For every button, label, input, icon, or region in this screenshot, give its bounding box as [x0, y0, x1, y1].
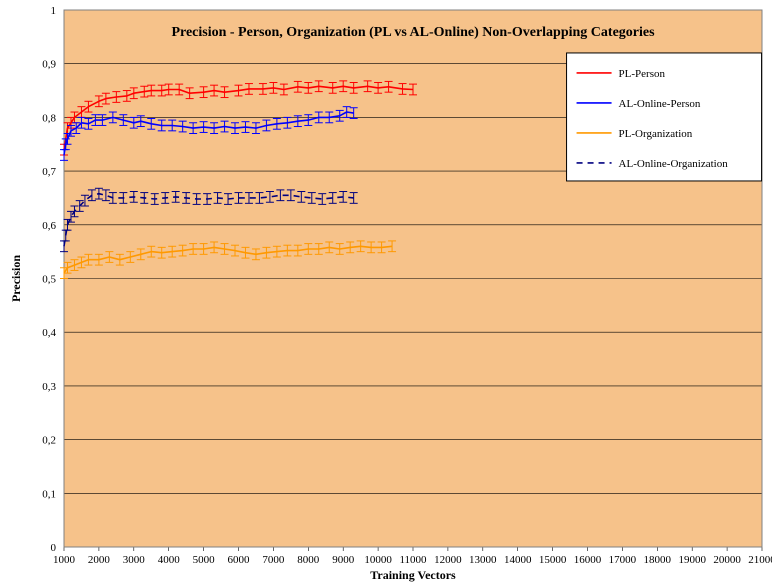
svg-text:5000: 5000 [193, 554, 216, 566]
svg-text:0,5: 0,5 [42, 274, 56, 286]
svg-text:13000: 13000 [469, 554, 497, 566]
svg-text:19000: 19000 [678, 554, 706, 566]
svg-text:20000: 20000 [713, 554, 741, 566]
svg-text:0,1: 0,1 [42, 488, 56, 500]
legend-label: AL-Online-Organization [619, 158, 729, 170]
svg-text:1000: 1000 [53, 554, 76, 566]
y-axis-label: Precision [9, 255, 23, 302]
svg-text:0,2: 0,2 [42, 435, 56, 447]
svg-text:0,3: 0,3 [42, 381, 56, 393]
svg-text:0,4: 0,4 [42, 327, 56, 339]
svg-text:0,9: 0,9 [42, 59, 56, 71]
precision-chart: 00,10,20,30,40,50,60,70,80,9110002000300… [0, 0, 772, 585]
svg-text:16000: 16000 [574, 554, 602, 566]
svg-text:12000: 12000 [434, 554, 462, 566]
svg-text:3000: 3000 [123, 554, 146, 566]
svg-text:0,7: 0,7 [42, 166, 56, 178]
x-axis-label: Training Vectors [370, 568, 456, 582]
svg-text:1: 1 [51, 5, 57, 17]
chart-title: Precision - Person, Organization (PL vs … [171, 25, 655, 40]
svg-text:8000: 8000 [297, 554, 320, 566]
svg-text:6000: 6000 [228, 554, 251, 566]
svg-text:18000: 18000 [644, 554, 672, 566]
svg-text:11000: 11000 [399, 554, 427, 566]
chart-container: 00,10,20,30,40,50,60,70,80,9110002000300… [0, 0, 772, 585]
svg-text:21000: 21000 [748, 554, 772, 566]
svg-text:17000: 17000 [609, 554, 637, 566]
svg-text:10000: 10000 [364, 554, 392, 566]
svg-text:15000: 15000 [539, 554, 567, 566]
legend-label: PL-Organization [619, 128, 693, 140]
svg-text:0: 0 [51, 542, 57, 554]
svg-text:0,6: 0,6 [42, 220, 56, 232]
legend-label: AL-Online-Person [619, 98, 701, 110]
svg-text:9000: 9000 [332, 554, 355, 566]
svg-text:7000: 7000 [262, 554, 285, 566]
legend-label: PL-Person [619, 68, 666, 80]
svg-text:4000: 4000 [158, 554, 181, 566]
svg-text:2000: 2000 [88, 554, 111, 566]
svg-text:14000: 14000 [504, 554, 532, 566]
legend: PL-Person AL-Online-Person PL-Organization… [567, 53, 762, 181]
svg-text:0,8: 0,8 [42, 112, 56, 124]
